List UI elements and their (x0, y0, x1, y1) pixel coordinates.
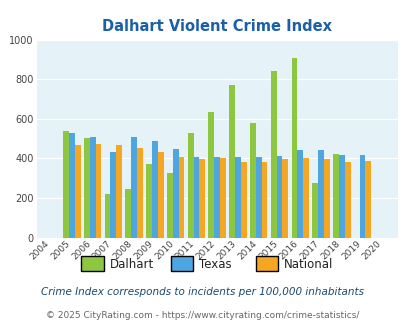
Bar (84, 138, 90, 238)
Bar (178, 157, 184, 238)
Bar (249, 123, 255, 238)
Text: © 2025 CityRating.com - https://www.cityrating.com/crime-statistics/: © 2025 CityRating.com - https://www.city… (46, 311, 359, 320)
Bar (173, 148, 178, 238)
Bar (255, 157, 261, 238)
Bar (311, 183, 318, 238)
Bar (193, 157, 199, 238)
Bar (137, 148, 143, 238)
Bar (303, 158, 308, 238)
Bar (261, 162, 267, 238)
Bar (282, 159, 288, 238)
Bar (332, 154, 338, 238)
Bar (359, 155, 364, 238)
Bar (63, 131, 69, 238)
Bar (199, 159, 205, 238)
Bar (104, 194, 110, 238)
Title: Dalhart Violent Crime Index: Dalhart Violent Crime Index (102, 19, 331, 34)
Bar (234, 157, 240, 238)
Bar (270, 71, 276, 238)
Bar (187, 133, 193, 238)
Bar (125, 189, 131, 238)
Bar (90, 137, 95, 238)
Bar (69, 133, 75, 238)
Bar (291, 58, 296, 238)
Bar (220, 158, 225, 238)
Bar (110, 152, 116, 238)
Text: National: National (284, 257, 333, 271)
Bar (214, 157, 220, 238)
Bar (296, 150, 303, 238)
Bar (208, 112, 214, 238)
Bar (344, 162, 350, 238)
Text: Crime Index corresponds to incidents per 100,000 inhabitants: Crime Index corresponds to incidents per… (41, 287, 364, 297)
Bar (116, 145, 122, 238)
Bar (151, 141, 158, 238)
Bar (158, 152, 163, 238)
Bar (229, 85, 234, 238)
Bar (318, 150, 323, 238)
Bar (240, 162, 246, 238)
Bar (364, 161, 371, 238)
Bar (338, 155, 344, 238)
Bar (131, 137, 137, 238)
Text: Dalhart: Dalhart (109, 257, 153, 271)
Bar (276, 156, 282, 238)
Bar (323, 159, 329, 238)
Bar (75, 145, 80, 238)
Bar (146, 164, 151, 238)
Bar (95, 144, 101, 238)
Text: Texas: Texas (198, 257, 231, 271)
Bar (166, 173, 173, 238)
